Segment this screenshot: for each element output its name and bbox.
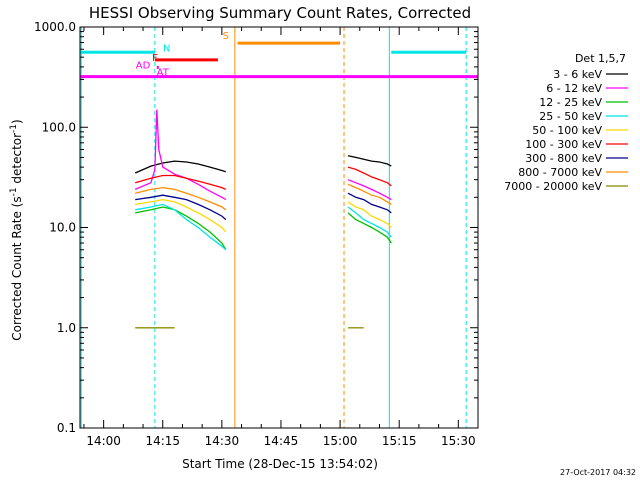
series-line-4-segment-1 xyxy=(135,203,227,251)
chart-title: HESSI Observing Summary Count Rates, Cor… xyxy=(89,4,471,22)
x-tick-label-7: 15:30 xyxy=(441,434,476,448)
legend-label-5: 50 - 100 keV xyxy=(532,124,602,137)
series-line-8-segment-1 xyxy=(135,186,227,211)
series-line-2-segment-2 xyxy=(347,179,392,201)
y-axis-label: Corrected Count Rate (s-1 detector-1) xyxy=(9,119,24,340)
series-line-3-segment-1 xyxy=(135,206,227,251)
y-tick-label-3: 10.0 xyxy=(49,221,76,235)
series-line-6-segment-1 xyxy=(135,174,227,190)
flag-label-at: AT xyxy=(157,67,170,78)
flag-label-ad: AD xyxy=(136,61,151,72)
y-tick-label-1: 1000.0 xyxy=(34,20,76,34)
x-tick-label-4: 14:45 xyxy=(264,434,299,448)
flag-label-f: F xyxy=(152,53,158,64)
legend-label-8: 800 - 7000 keV xyxy=(518,166,602,179)
legend-label-3: 12 - 25 keV xyxy=(539,96,602,109)
series-line-5-segment-2 xyxy=(347,201,392,228)
y-tick-label-4: 1.0 xyxy=(57,321,76,335)
series-line-4-segment-2 xyxy=(347,206,392,238)
timestamp-label: 27-Oct-2017 04:32 xyxy=(560,468,636,477)
series-line-8-segment-2 xyxy=(347,183,392,205)
legend-label-2: 6 - 12 keV xyxy=(546,82,602,95)
series-line-7-segment-2 xyxy=(347,192,392,214)
series-line-6-segment-2 xyxy=(347,166,392,187)
legend-label-1: 3 - 6 keV xyxy=(553,68,602,81)
y-tick-label-5: 0.1 xyxy=(57,421,76,435)
flag-label-n: N xyxy=(163,43,170,54)
x-tick-label-2: 14:15 xyxy=(145,434,180,448)
flag-label-s: S xyxy=(223,31,229,42)
legend-label-9: 7000 - 20000 keV xyxy=(504,180,602,193)
y-tick-label-2: 100.0 xyxy=(42,120,76,134)
x-axis-label: Start Time (28-Dec-15 13:54:02) xyxy=(182,457,378,471)
x-tick-label-6: 15:15 xyxy=(382,434,417,448)
x-tick-label-1: 14:00 xyxy=(86,434,121,448)
x-tick-label-5: 15:00 xyxy=(323,434,358,448)
series-line-7-segment-1 xyxy=(135,194,227,221)
plot-area: NF S AD AT xyxy=(80,27,478,428)
series-line-1-segment-2 xyxy=(347,155,392,167)
series-line-5-segment-1 xyxy=(135,198,227,233)
axes: 1000.0 100.0 10.0 1.0 0.1 14:00 14:15 14:30 14:4… xyxy=(34,20,479,448)
legend-title: Det 1,5,7 xyxy=(575,52,626,65)
series-line-2-segment-1 xyxy=(134,109,227,201)
series-line-3-segment-2 xyxy=(347,212,392,244)
legend-label-7: 300 - 800 keV xyxy=(525,152,602,165)
legend-label-6: 100 - 300 keV xyxy=(525,138,602,151)
legend-label-4: 25 - 50 keV xyxy=(539,110,602,123)
x-tick-label-3: 14:30 xyxy=(205,434,240,448)
